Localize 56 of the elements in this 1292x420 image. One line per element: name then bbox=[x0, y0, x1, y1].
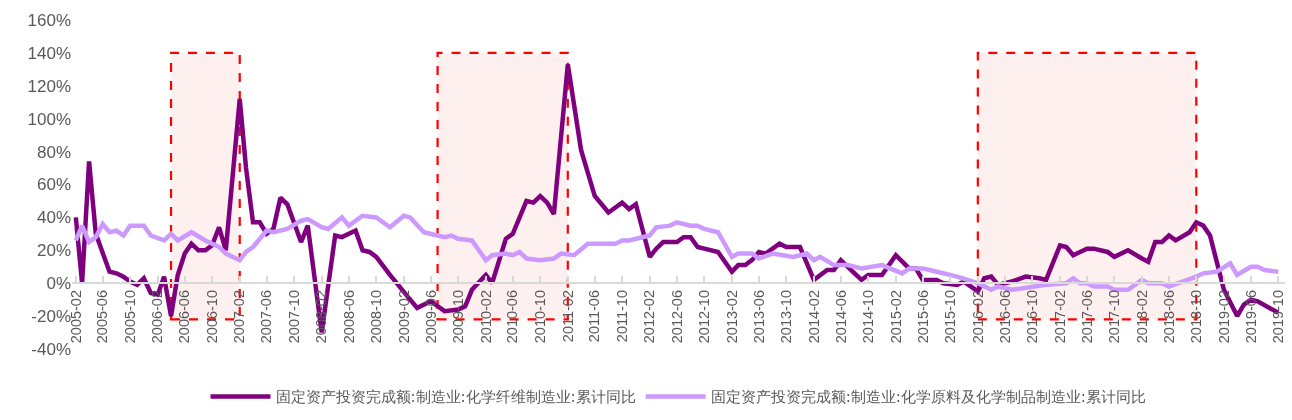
x-tick-label: 2005-06 bbox=[94, 290, 111, 344]
x-tick-label: 2006-10 bbox=[203, 290, 220, 344]
x-tick-label: 2019-02 bbox=[1215, 290, 1232, 344]
x-tick-label: 2008-02 bbox=[313, 290, 330, 344]
x-tick-label: 2005-10 bbox=[121, 290, 138, 344]
y-tick-label: 100% bbox=[27, 109, 71, 129]
x-tick-label: 2009-06 bbox=[422, 290, 439, 344]
x-tick-label: 2010-10 bbox=[531, 290, 548, 344]
x-tick-label: 2017-06 bbox=[1078, 290, 1095, 344]
x-tick-label: 2012-06 bbox=[668, 290, 685, 344]
x-tick-label: 2017-10 bbox=[1106, 290, 1123, 344]
x-tick-label: 2011-06 bbox=[586, 290, 603, 343]
x-tick-label: 2012-10 bbox=[696, 290, 713, 344]
x-tick-label: 2007-10 bbox=[285, 290, 302, 344]
x-tick-label: 2012-02 bbox=[641, 290, 658, 344]
x-tick-label: 2010-02 bbox=[477, 290, 494, 344]
x-tick-label: 2007-06 bbox=[258, 290, 275, 344]
x-tick-label: 2013-06 bbox=[750, 290, 767, 344]
x-tick-label: 2014-10 bbox=[859, 290, 876, 344]
x-tick-label: 2013-10 bbox=[777, 290, 794, 344]
x-tick-label: 2016-02 bbox=[969, 290, 986, 344]
x-tick-label: 2006-06 bbox=[176, 290, 193, 344]
x-tick-label: 2007-02 bbox=[231, 290, 248, 344]
x-tick-label: 2018-02 bbox=[1133, 290, 1150, 344]
x-tick-label: 2008-06 bbox=[340, 290, 357, 344]
x-tick-label: 2008-10 bbox=[367, 290, 384, 344]
x-tick-label: 2015-10 bbox=[941, 290, 958, 344]
x-tick-label: 2017-02 bbox=[1051, 290, 1068, 344]
x-tick-label: 2014-02 bbox=[805, 290, 822, 344]
y-tick-label: 80% bbox=[36, 142, 71, 162]
x-tick-label: 2019-06 bbox=[1242, 290, 1259, 344]
legend-label: 固定资产投资完成额:制造业:化学纤维制造业:累计同比 bbox=[275, 388, 636, 407]
y-tick-label: -40% bbox=[31, 339, 71, 359]
y-tick-label: 160% bbox=[27, 10, 71, 30]
y-tick-label: 20% bbox=[36, 241, 71, 261]
x-tick-label: 2018-10 bbox=[1188, 290, 1205, 344]
x-tick-label: 2009-02 bbox=[395, 290, 412, 344]
x-tick-label: 2011-10 bbox=[613, 290, 630, 343]
x-tick-label: 2010-06 bbox=[504, 290, 521, 344]
x-tick-label: 2015-02 bbox=[887, 290, 904, 344]
x-tick-label: 2009-10 bbox=[449, 290, 466, 344]
legend-label: 固定资产投资完成额:制造业:化学原料及化学制品制造业:累计同比 bbox=[710, 388, 1146, 407]
x-tick-label: 2019-10 bbox=[1269, 290, 1286, 344]
y-tick-label: 0% bbox=[46, 274, 71, 294]
x-tick-label: 2015-06 bbox=[914, 290, 931, 344]
x-tick-label: 2018-06 bbox=[1160, 290, 1177, 344]
y-tick-label: 140% bbox=[27, 43, 71, 63]
x-tick-label: 2006-02 bbox=[149, 290, 166, 344]
x-tick-label: 2016-06 bbox=[996, 290, 1013, 344]
x-tick-label: 2011-02 bbox=[559, 290, 576, 343]
y-tick-label: 120% bbox=[27, 76, 71, 96]
x-tick-label: 2014-06 bbox=[832, 290, 849, 344]
y-tick-label: 60% bbox=[36, 175, 71, 195]
x-tick-label: 2016-10 bbox=[1024, 290, 1041, 344]
y-tick-label: 40% bbox=[36, 208, 71, 228]
x-tick-label: 2013-02 bbox=[723, 290, 740, 344]
